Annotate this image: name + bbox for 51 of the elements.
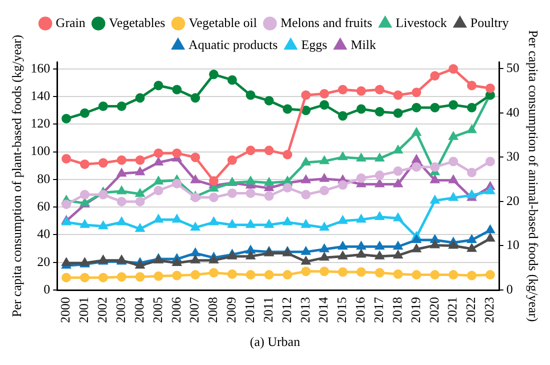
legend-label: Vegetables (108, 14, 166, 30)
x-tick-label: 2009 (224, 297, 239, 323)
y-tick-label: 40 (37, 226, 50, 242)
legend-label: Eggs (301, 36, 328, 52)
x-tick-label: 2022 (463, 297, 478, 323)
legend-label: Vegetable oil (188, 14, 258, 30)
x-tick-label: 2004 (131, 296, 146, 323)
y-tick-label: 80 (37, 170, 50, 186)
x-tick-label: 2014 (316, 296, 331, 323)
y-tick-label: 100 (30, 143, 50, 158)
y2-tick-label: 0 (506, 281, 513, 296)
y2-tick-label: 30 (506, 148, 520, 164)
legend-label: Livestock (396, 14, 448, 30)
x-tick-label: 2007 (186, 296, 202, 323)
x-tick-label: 2011 (260, 297, 276, 323)
text: (a) Urban (248, 334, 302, 350)
x-tick-label: 2016 (352, 296, 368, 323)
y-tick-label: 160 (30, 60, 50, 76)
y-tick-label: 120 (30, 116, 50, 131)
y2-axis-title: Per capita consumption of animal-based foods (kg/year) (526, 30, 541, 322)
x-tick-label: 2005 (150, 297, 165, 323)
legend-label: Milk (350, 36, 376, 52)
x-tick-label: 2006 (168, 296, 184, 323)
x-tick-label: 2000 (58, 297, 73, 323)
y2-tick-label: 10 (506, 237, 520, 252)
y-tick-label: 0 (44, 281, 50, 296)
legend-label: Grain (56, 14, 86, 30)
y-tick-label: 60 (37, 198, 50, 214)
legend-label: Aquatic products (188, 36, 278, 52)
x-tick-label: 2013 (297, 297, 312, 323)
y-tick-label: 140 (30, 88, 50, 103)
x-tick-label: 2003 (113, 297, 128, 323)
x-tick-label: 2008 (205, 297, 220, 323)
legend-label: Melons and fruits (280, 14, 372, 30)
x-tick-label: 2010 (242, 297, 258, 323)
y2-tick-label: 40 (506, 104, 520, 120)
legend-label: Poultry (470, 14, 510, 30)
x-tick-label: 2023 (482, 297, 497, 323)
x-tick-label: 2017 (371, 296, 386, 323)
y-tick-label: 20 (37, 254, 50, 269)
x-tick-label: 2019 (408, 297, 423, 323)
x-tick-label: 2001 (76, 297, 92, 323)
y2-tick-label: 50 (506, 60, 520, 76)
x-tick-label: 2021 (444, 297, 460, 323)
x-tick-label: 2012 (278, 297, 294, 323)
y-axis-title: Per capita consumption of plant-based foods (kg/year) (9, 34, 24, 318)
x-tick-label: 2020 (426, 297, 442, 323)
x-tick-label: 2018 (389, 297, 404, 323)
x-tick-label: 2002 (94, 297, 110, 323)
x-tick-label: 2015 (334, 297, 350, 323)
y2-tick-label: 20 (506, 192, 520, 208)
